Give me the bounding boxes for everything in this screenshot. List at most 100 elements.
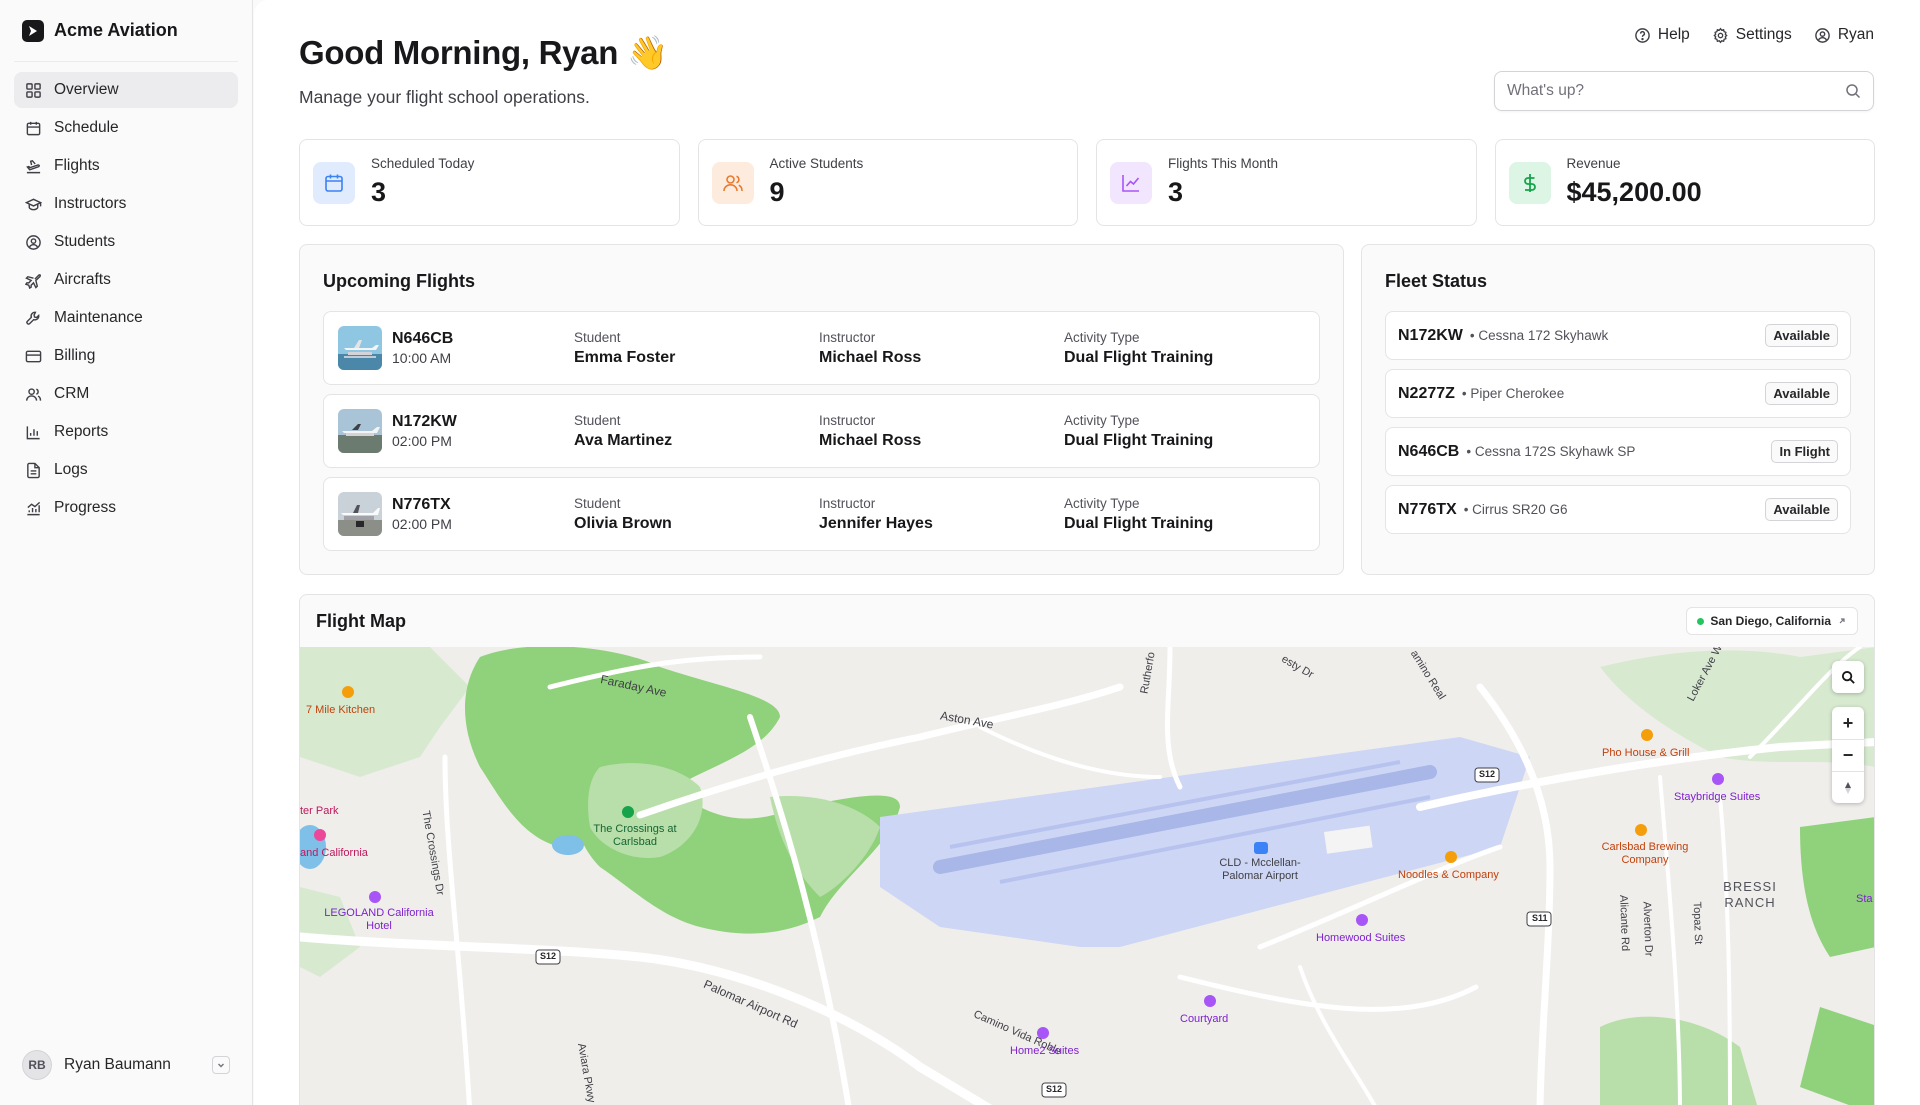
brand-name: Acme Aviation — [54, 20, 178, 40]
fleet-model: • Cirrus SR20 G6 — [1463, 502, 1568, 517]
flight-tail: N172KW — [392, 413, 457, 430]
sidebar-item-flights[interactable]: Flights — [14, 148, 238, 184]
flight-list: N646CB 10:00 AM Student Emma Foster Inst… — [323, 311, 1320, 551]
sidebar-item-label: CRM — [54, 385, 90, 402]
map-canvas[interactable]: Faraday Ave Aston Ave Rutherfo esty Dr a… — [300, 647, 1875, 1105]
fleet-tail: N776TX — [1398, 500, 1457, 518]
stats-row: Scheduled Today 3 Active Students 9 Flig… — [299, 139, 1875, 226]
fleet-tail: N172KW — [1398, 326, 1463, 344]
map-label-home2: Home2 Suites — [1010, 1045, 1080, 1057]
map-label-legoland: LEGOLAND California Hotel — [324, 907, 434, 932]
compass-button[interactable] — [1832, 771, 1864, 803]
sidebar-item-label: Billing — [54, 347, 96, 364]
flight-row[interactable]: N646CB 10:00 AM Student Emma Foster Inst… — [323, 311, 1320, 385]
activity-label: Activity Type — [1064, 495, 1140, 511]
map-label-alverton: Alverton Dr — [1640, 901, 1655, 957]
map-label-brewing: Carlsbad Brewing Company — [1601, 841, 1689, 866]
chevron-down-icon[interactable] — [212, 1056, 230, 1074]
sidebar-item-label: Aircrafts — [54, 271, 111, 288]
map-label-legoland-ca: and California — [300, 847, 368, 859]
sidebar-item-schedule[interactable]: Schedule — [14, 110, 238, 146]
fleet-model: • Piper Cherokee — [1461, 386, 1565, 401]
user-menu[interactable]: RB Ryan Baumann — [14, 1047, 238, 1083]
sidebar-item-billing[interactable]: Billing — [14, 338, 238, 374]
dollar-icon — [1508, 161, 1551, 204]
sidebar-item-students[interactable]: Students — [14, 224, 238, 260]
map-search-button[interactable] — [1832, 661, 1864, 693]
fleet-row[interactable]: N172KW • Cessna 172 Skyhawk Available — [1385, 311, 1851, 360]
fleet-model: • Cessna 172 Skyhawk — [1469, 328, 1609, 343]
stat-card-flights-this-month[interactable]: Flights This Month 3 — [1096, 139, 1477, 226]
sidebar-item-reports[interactable]: Reports — [14, 414, 238, 450]
sidebar-item-label: Progress — [54, 499, 117, 516]
fleet-row[interactable]: N646CB • Cessna 172S Skyhawk SP In Fligh… — [1385, 427, 1851, 476]
sidebar-item-label: Overview — [54, 81, 119, 98]
road-shield-s11: S11 — [1532, 913, 1548, 923]
line-chart-icon — [1110, 161, 1152, 204]
activity-type: Dual Flight Training — [1064, 514, 1214, 532]
location-dot-icon — [1697, 617, 1705, 625]
stat-value: 3 — [1168, 176, 1184, 207]
search-box — [1494, 71, 1874, 111]
status-badge: Available — [1765, 324, 1838, 347]
sidebar-item-overview[interactable]: Overview — [14, 72, 238, 108]
stat-label: Revenue — [1566, 155, 1621, 171]
upcoming-flights-panel: Upcoming Flights N646CB 10:00 AM Student… — [299, 244, 1344, 575]
fleet-row[interactable]: N2277Z • Piper Cherokee Available — [1385, 369, 1851, 418]
map-label-crossings: The Crossings at Carlsbad — [593, 823, 677, 848]
fleet-row[interactable]: N776TX • Cirrus SR20 G6 Available — [1385, 485, 1851, 534]
fleet-list: N172KW • Cessna 172 Skyhawk Available N2… — [1385, 311, 1851, 534]
flight-row[interactable]: N172KW 02:00 PM Student Ava Martinez Ins… — [323, 394, 1320, 468]
stat-value: 3 — [371, 176, 387, 207]
page-subtitle: Manage your flight school operations. — [299, 87, 590, 107]
road-shield-s12: S12 — [1046, 1084, 1063, 1094]
stat-card-revenue[interactable]: Revenue $45,200.00 — [1494, 139, 1875, 226]
search-input[interactable] — [1507, 82, 1845, 100]
brand[interactable]: Acme Aviation — [14, 0, 238, 62]
sidebar-item-progress[interactable]: Progress — [14, 490, 238, 526]
search-icon[interactable] — [1845, 83, 1861, 99]
sidebar-item-aircrafts[interactable]: Aircrafts — [14, 262, 238, 298]
page-title: Good Morning, Ryan 👋 — [299, 34, 668, 71]
user-link[interactable]: Ryan — [1814, 26, 1874, 44]
main-content: Help Settings Ryan Good Morning, Ryan 👋 … — [254, 0, 1920, 1105]
student-name: Emma Foster — [574, 348, 676, 366]
zoom-in-button[interactable]: + — [1832, 707, 1864, 739]
flight-time: 02:00 PM — [392, 433, 452, 449]
settings-link[interactable]: Settings — [1712, 26, 1792, 44]
map-label-pho: Pho House & Grill — [1602, 747, 1690, 759]
users-icon — [711, 161, 754, 204]
credit-card-icon — [24, 347, 42, 365]
student-label: Student — [574, 412, 621, 428]
gear-icon — [1713, 27, 1728, 43]
sidebar-item-instructors[interactable]: Instructors — [14, 186, 238, 222]
sidebar-item-crm[interactable]: CRM — [14, 376, 238, 412]
instructor-label: Instructor — [819, 412, 876, 428]
map-search-control — [1832, 661, 1864, 693]
graduation-cap-icon — [24, 195, 42, 213]
zoom-out-button[interactable]: − — [1832, 739, 1864, 771]
aircraft-photo — [338, 326, 382, 370]
sidebar-item-logs[interactable]: Logs — [14, 452, 238, 488]
flight-tail: N776TX — [392, 496, 451, 513]
calendar-icon — [24, 119, 42, 137]
stat-card-active-students[interactable]: Active Students 9 — [697, 139, 1078, 226]
help-link[interactable]: Help — [1634, 26, 1690, 44]
fleet-status-panel: Fleet Status N172KW • Cessna 172 Skyhawk… — [1361, 244, 1875, 575]
map-label-airport: CLD - Mcclellan-Palomar Airport — [1219, 857, 1301, 882]
sidebar-item-label: Reports — [54, 423, 109, 440]
aircraft-photo — [338, 492, 382, 536]
status-badge: Available — [1765, 498, 1838, 521]
bar-chart-icon — [24, 423, 42, 441]
aircraft-photo — [338, 409, 382, 453]
map-graphic[interactable] — [300, 647, 1875, 1105]
plus-icon: + — [1842, 712, 1854, 733]
flight-row[interactable]: N776TX 02:00 PM Student Olivia Brown Ins… — [323, 477, 1320, 551]
stat-card-scheduled-today[interactable]: Scheduled Today 3 — [299, 139, 680, 226]
help-icon — [1635, 27, 1650, 43]
sidebar-item-maintenance[interactable]: Maintenance — [14, 300, 238, 336]
road-shield-s12: S12 — [540, 951, 557, 961]
fleet-tail: N2277Z — [1398, 384, 1455, 402]
map-location-button[interactable]: San Diego, California — [1686, 607, 1858, 635]
